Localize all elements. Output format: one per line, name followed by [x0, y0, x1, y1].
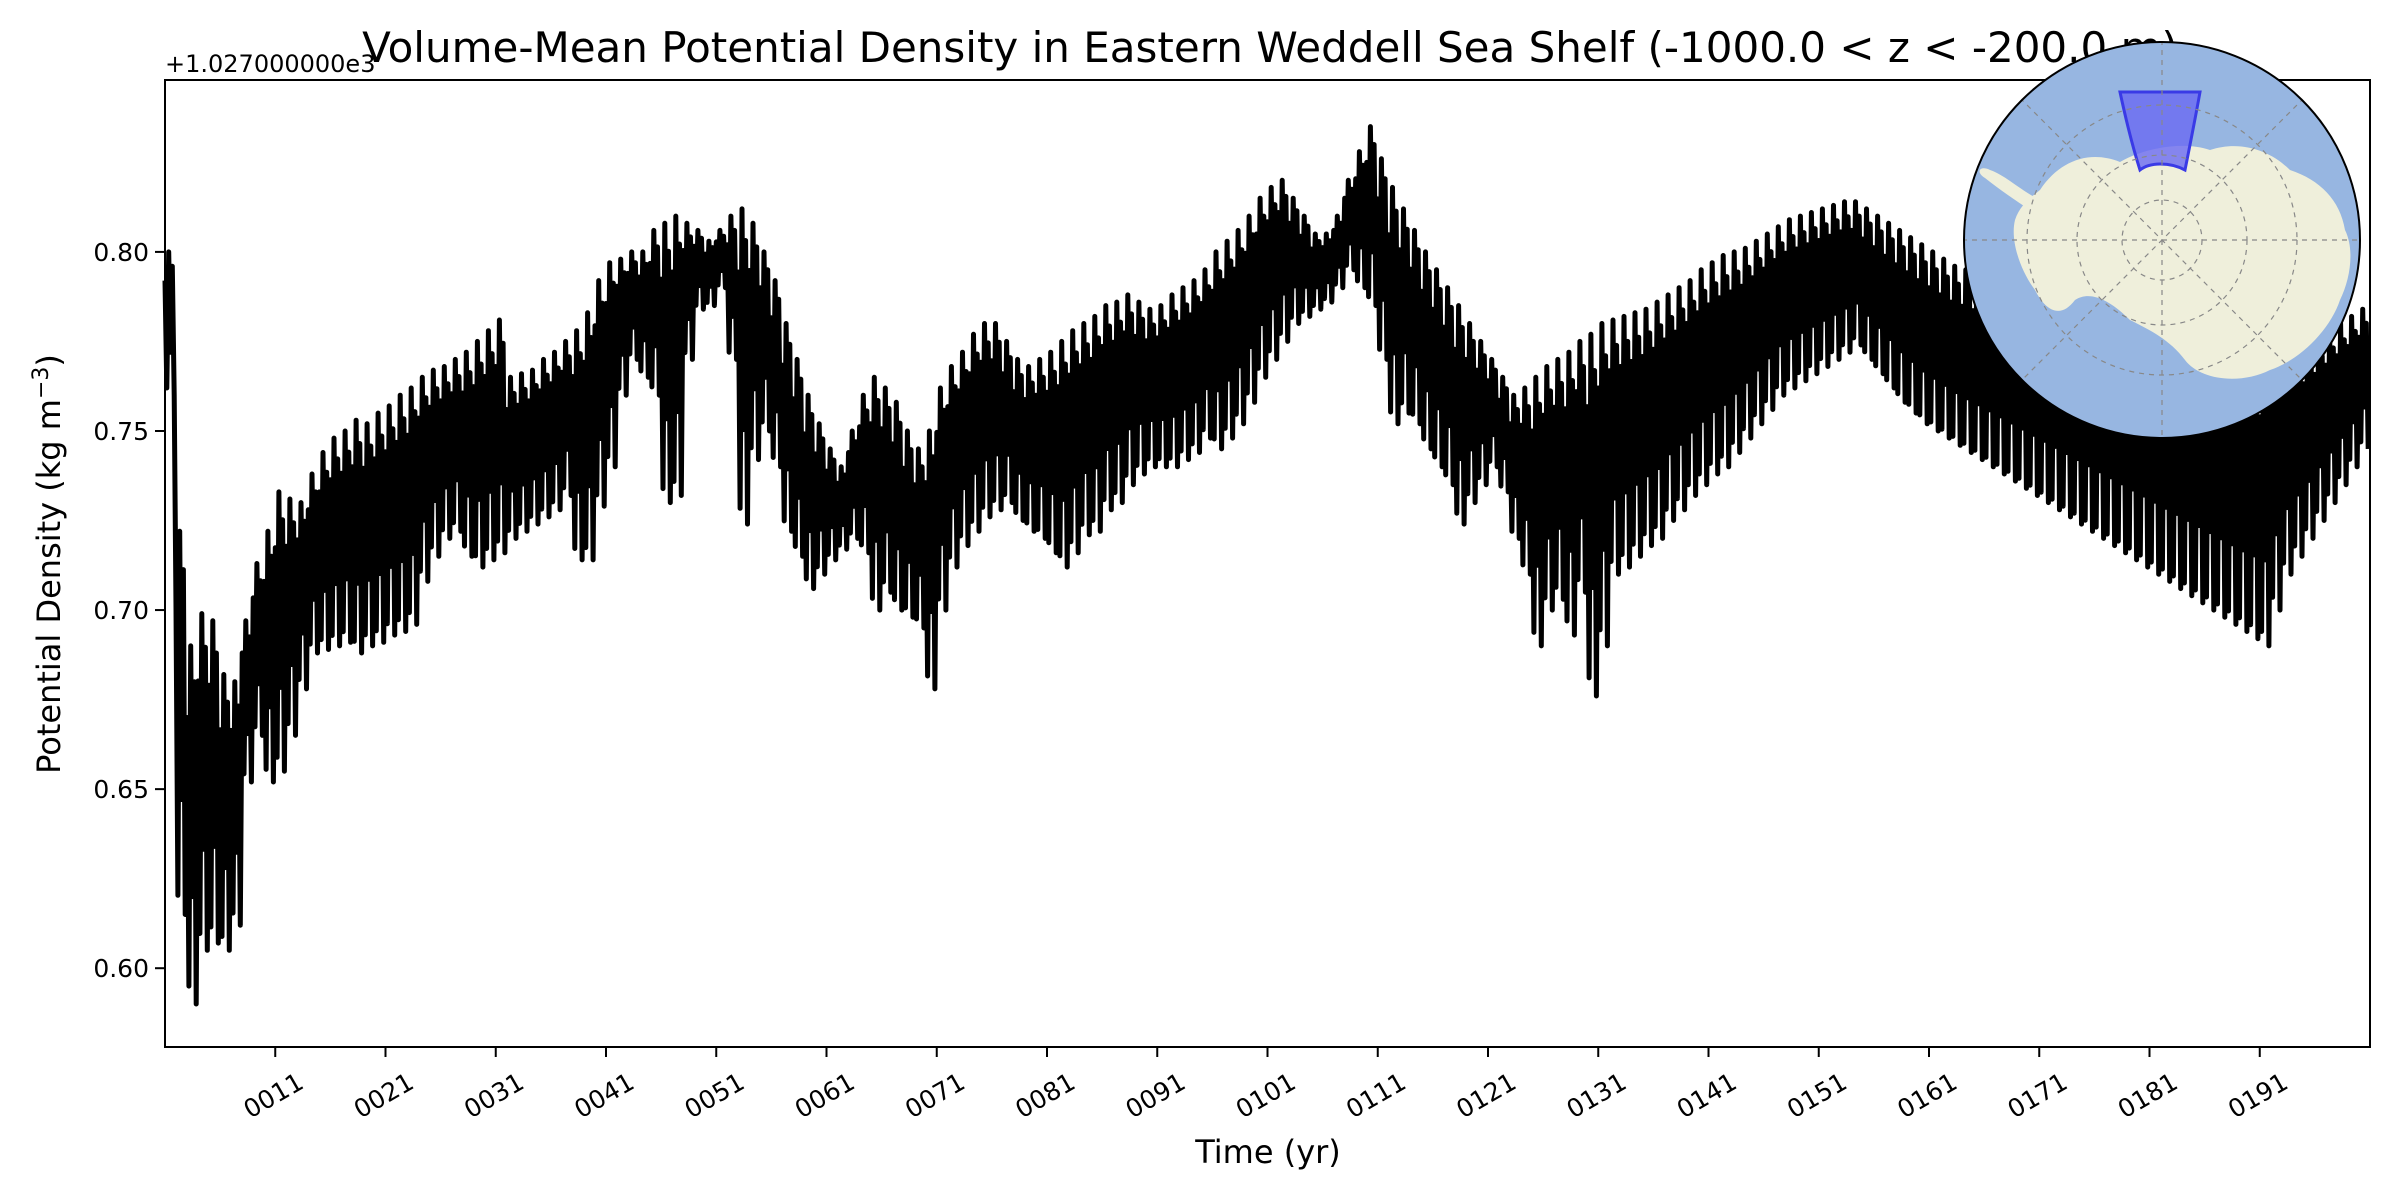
- density-series-line: [162, 124, 2371, 1007]
- y-offset-label: +1.027000000e3: [165, 50, 375, 78]
- map-peninsula: [1979, 168, 2040, 210]
- y-axis-label-exponent: −3: [29, 367, 54, 399]
- y-tick-label: 0.70: [93, 596, 149, 625]
- map-graticule: [1964, 42, 2360, 438]
- y-axis-ticks: 0.60 0.65 0.70 0.75 0.80: [93, 238, 165, 983]
- chart-title: Volume-Mean Potential Density in Eastern…: [362, 23, 2178, 72]
- y-tick-label: 0.80: [93, 238, 149, 267]
- y-tick-label: 0.75: [93, 417, 149, 446]
- y-tick-label: 0.65: [93, 775, 149, 804]
- map-highlighted-region: [2118, 90, 2202, 173]
- series-group: [162, 124, 2371, 1007]
- y-tick-label: 0.60: [93, 954, 149, 983]
- inset-map: [1963, 41, 2361, 439]
- map-antarctica-landmass: [2013, 145, 2351, 379]
- x-axis-label: Time (yr): [1194, 1133, 1341, 1171]
- y-axis-label-close: ): [30, 354, 68, 366]
- y-axis-label: Potential Density (kg m−3): [29, 354, 68, 774]
- y-axis-label-main: Potential Density (kg m: [30, 399, 68, 774]
- map-border: [1963, 41, 2361, 439]
